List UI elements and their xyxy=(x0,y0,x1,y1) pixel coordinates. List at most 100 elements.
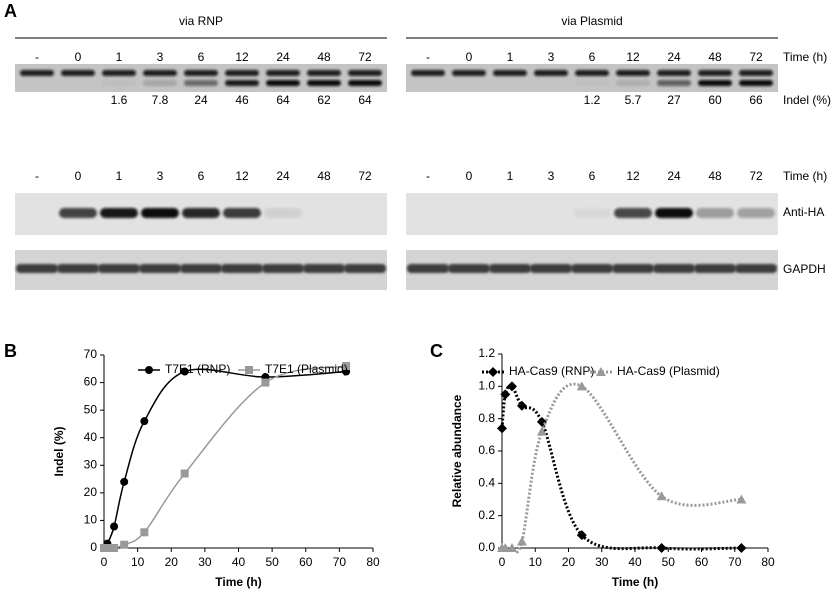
marker xyxy=(500,389,511,400)
cut-band xyxy=(698,80,732,86)
gapdh-band xyxy=(16,264,58,273)
uncut-band xyxy=(493,70,527,76)
marker xyxy=(488,367,498,377)
cut-band xyxy=(348,80,382,86)
uncut-band xyxy=(348,70,382,76)
time-label: Time (h) xyxy=(783,169,827,183)
lane-label: 1 xyxy=(507,50,514,64)
lane-label: 0 xyxy=(466,50,473,64)
lane-label: 3 xyxy=(157,169,164,183)
gapdh-band xyxy=(139,264,181,273)
lane-label: 3 xyxy=(157,50,164,64)
x-tick-label: 60 xyxy=(695,555,709,569)
y-tick-label: 60 xyxy=(84,375,98,389)
x-tick-label: 10 xyxy=(529,555,543,569)
y-tick-label: 70 xyxy=(84,347,98,361)
x-tick-label: 80 xyxy=(366,555,380,569)
y-axis-label: Indel (%) xyxy=(52,426,66,476)
x-tick-label: 30 xyxy=(595,555,609,569)
indel-value: 24 xyxy=(194,93,208,107)
marker xyxy=(500,543,511,552)
series-line xyxy=(500,384,742,551)
marker xyxy=(120,477,129,486)
lane-label: 1 xyxy=(116,169,123,183)
marker xyxy=(536,426,547,436)
lane-label: 1 xyxy=(116,50,123,64)
gapdh-band xyxy=(448,264,490,273)
uncut-band xyxy=(143,70,177,76)
indel-value: 62 xyxy=(317,93,331,107)
cut-band xyxy=(616,80,650,86)
x-tick-label: 50 xyxy=(265,555,279,569)
gapdh-band xyxy=(489,264,531,273)
marker xyxy=(342,362,351,371)
y-tick-label: 0.2 xyxy=(478,508,495,522)
marker xyxy=(140,528,149,537)
series-line xyxy=(501,382,742,554)
marker xyxy=(536,416,547,427)
marker xyxy=(736,543,747,553)
x-tick-label: 0 xyxy=(499,555,506,569)
lane-label: 12 xyxy=(235,169,249,183)
gapdh-band xyxy=(57,264,99,273)
uncut-band xyxy=(452,70,486,76)
lane-label: 72 xyxy=(358,50,372,64)
y-tick-label: 20 xyxy=(84,485,98,499)
ha-band xyxy=(264,208,302,218)
lane-label: 6 xyxy=(589,50,596,64)
y-tick-label: 50 xyxy=(84,402,98,416)
marker xyxy=(736,494,747,504)
uncut-band xyxy=(307,70,341,76)
x-axis-label: Time (h) xyxy=(612,575,658,589)
cut-band xyxy=(143,80,177,86)
indel-value: 1.2 xyxy=(584,93,601,107)
lane-label: 72 xyxy=(358,169,372,183)
indel-value: 64 xyxy=(276,93,290,107)
ha-band xyxy=(223,208,261,218)
x-tick-label: 10 xyxy=(131,555,145,569)
gapdh-band xyxy=(571,264,613,273)
indel-value: 5.7 xyxy=(625,93,642,107)
lane-label: - xyxy=(35,50,39,64)
x-tick-label: 50 xyxy=(662,555,676,569)
uncut-band xyxy=(266,70,300,76)
blot-label: GAPDH xyxy=(783,262,826,276)
gapdh-band xyxy=(344,264,386,273)
x-tick-label: 0 xyxy=(101,555,108,569)
marker xyxy=(245,366,253,374)
gapdh-band xyxy=(612,264,654,273)
gapdh-band xyxy=(303,264,345,273)
lane-label: 48 xyxy=(317,50,331,64)
uncut-band xyxy=(698,70,732,76)
marker xyxy=(656,491,667,501)
ha-band xyxy=(100,208,138,218)
x-tick-label: 20 xyxy=(165,555,179,569)
cut-band xyxy=(102,80,136,86)
lane-label: 48 xyxy=(708,50,722,64)
lane-label: 24 xyxy=(667,169,681,183)
gapdh-band xyxy=(653,264,695,273)
y-tick-label: 1.0 xyxy=(478,379,495,393)
cut-band xyxy=(266,80,300,86)
lane-label: 24 xyxy=(667,50,681,64)
marker xyxy=(656,543,667,553)
x-tick-label: 30 xyxy=(198,555,212,569)
marker xyxy=(261,378,270,387)
indel-value: 64 xyxy=(358,93,372,107)
marker xyxy=(497,423,507,434)
cut-band xyxy=(575,80,609,86)
legend-label: HA-Cas9 (Plasmid) xyxy=(617,364,720,378)
lane-label: 3 xyxy=(548,50,555,64)
gapdh-band xyxy=(221,264,263,273)
y-tick-label: 0 xyxy=(90,540,97,554)
series-line xyxy=(103,368,347,549)
indel-label: Indel (%) xyxy=(783,93,831,107)
gapdh-band xyxy=(735,264,777,273)
uncut-band xyxy=(184,70,218,76)
x-tick-label: 60 xyxy=(299,555,313,569)
marker xyxy=(516,400,527,411)
marker xyxy=(506,381,517,392)
lane-label: 6 xyxy=(198,169,205,183)
gapdh-band xyxy=(180,264,222,273)
